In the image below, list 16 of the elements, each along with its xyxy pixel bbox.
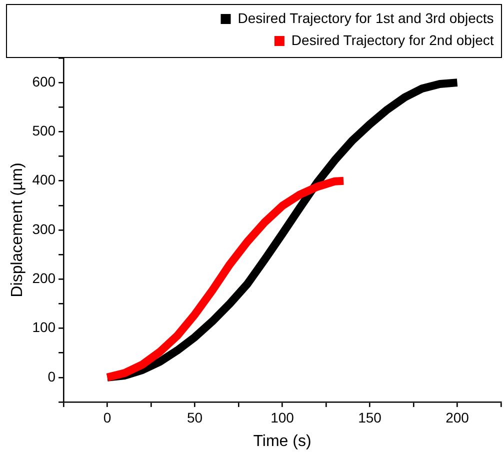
- y-tick-label: 0: [48, 368, 56, 384]
- x-tick-label: 150: [358, 409, 382, 426]
- y-tick-label: 500: [32, 122, 56, 139]
- y-tick-label: 100: [32, 319, 56, 336]
- y-tick-label: 200: [32, 270, 56, 286]
- legend-label: Desired Trajectory for 1st and 3rd objects: [238, 10, 494, 26]
- y-tick-label: 400: [32, 172, 56, 188]
- x-tick-label: 50: [187, 409, 203, 426]
- y-tick-label: 600: [32, 73, 56, 90]
- y-tick-label: 300: [32, 220, 56, 237]
- x-tick-label: 100: [270, 409, 294, 426]
- x-axis-title: Time (s): [253, 432, 312, 450]
- x-tick-label: 200: [446, 409, 470, 426]
- y-axis-title: Displacement (µm): [9, 162, 26, 298]
- x-tick-label: 0: [103, 409, 112, 426]
- legend-label: Desired Trajectory for 2nd object: [291, 32, 494, 48]
